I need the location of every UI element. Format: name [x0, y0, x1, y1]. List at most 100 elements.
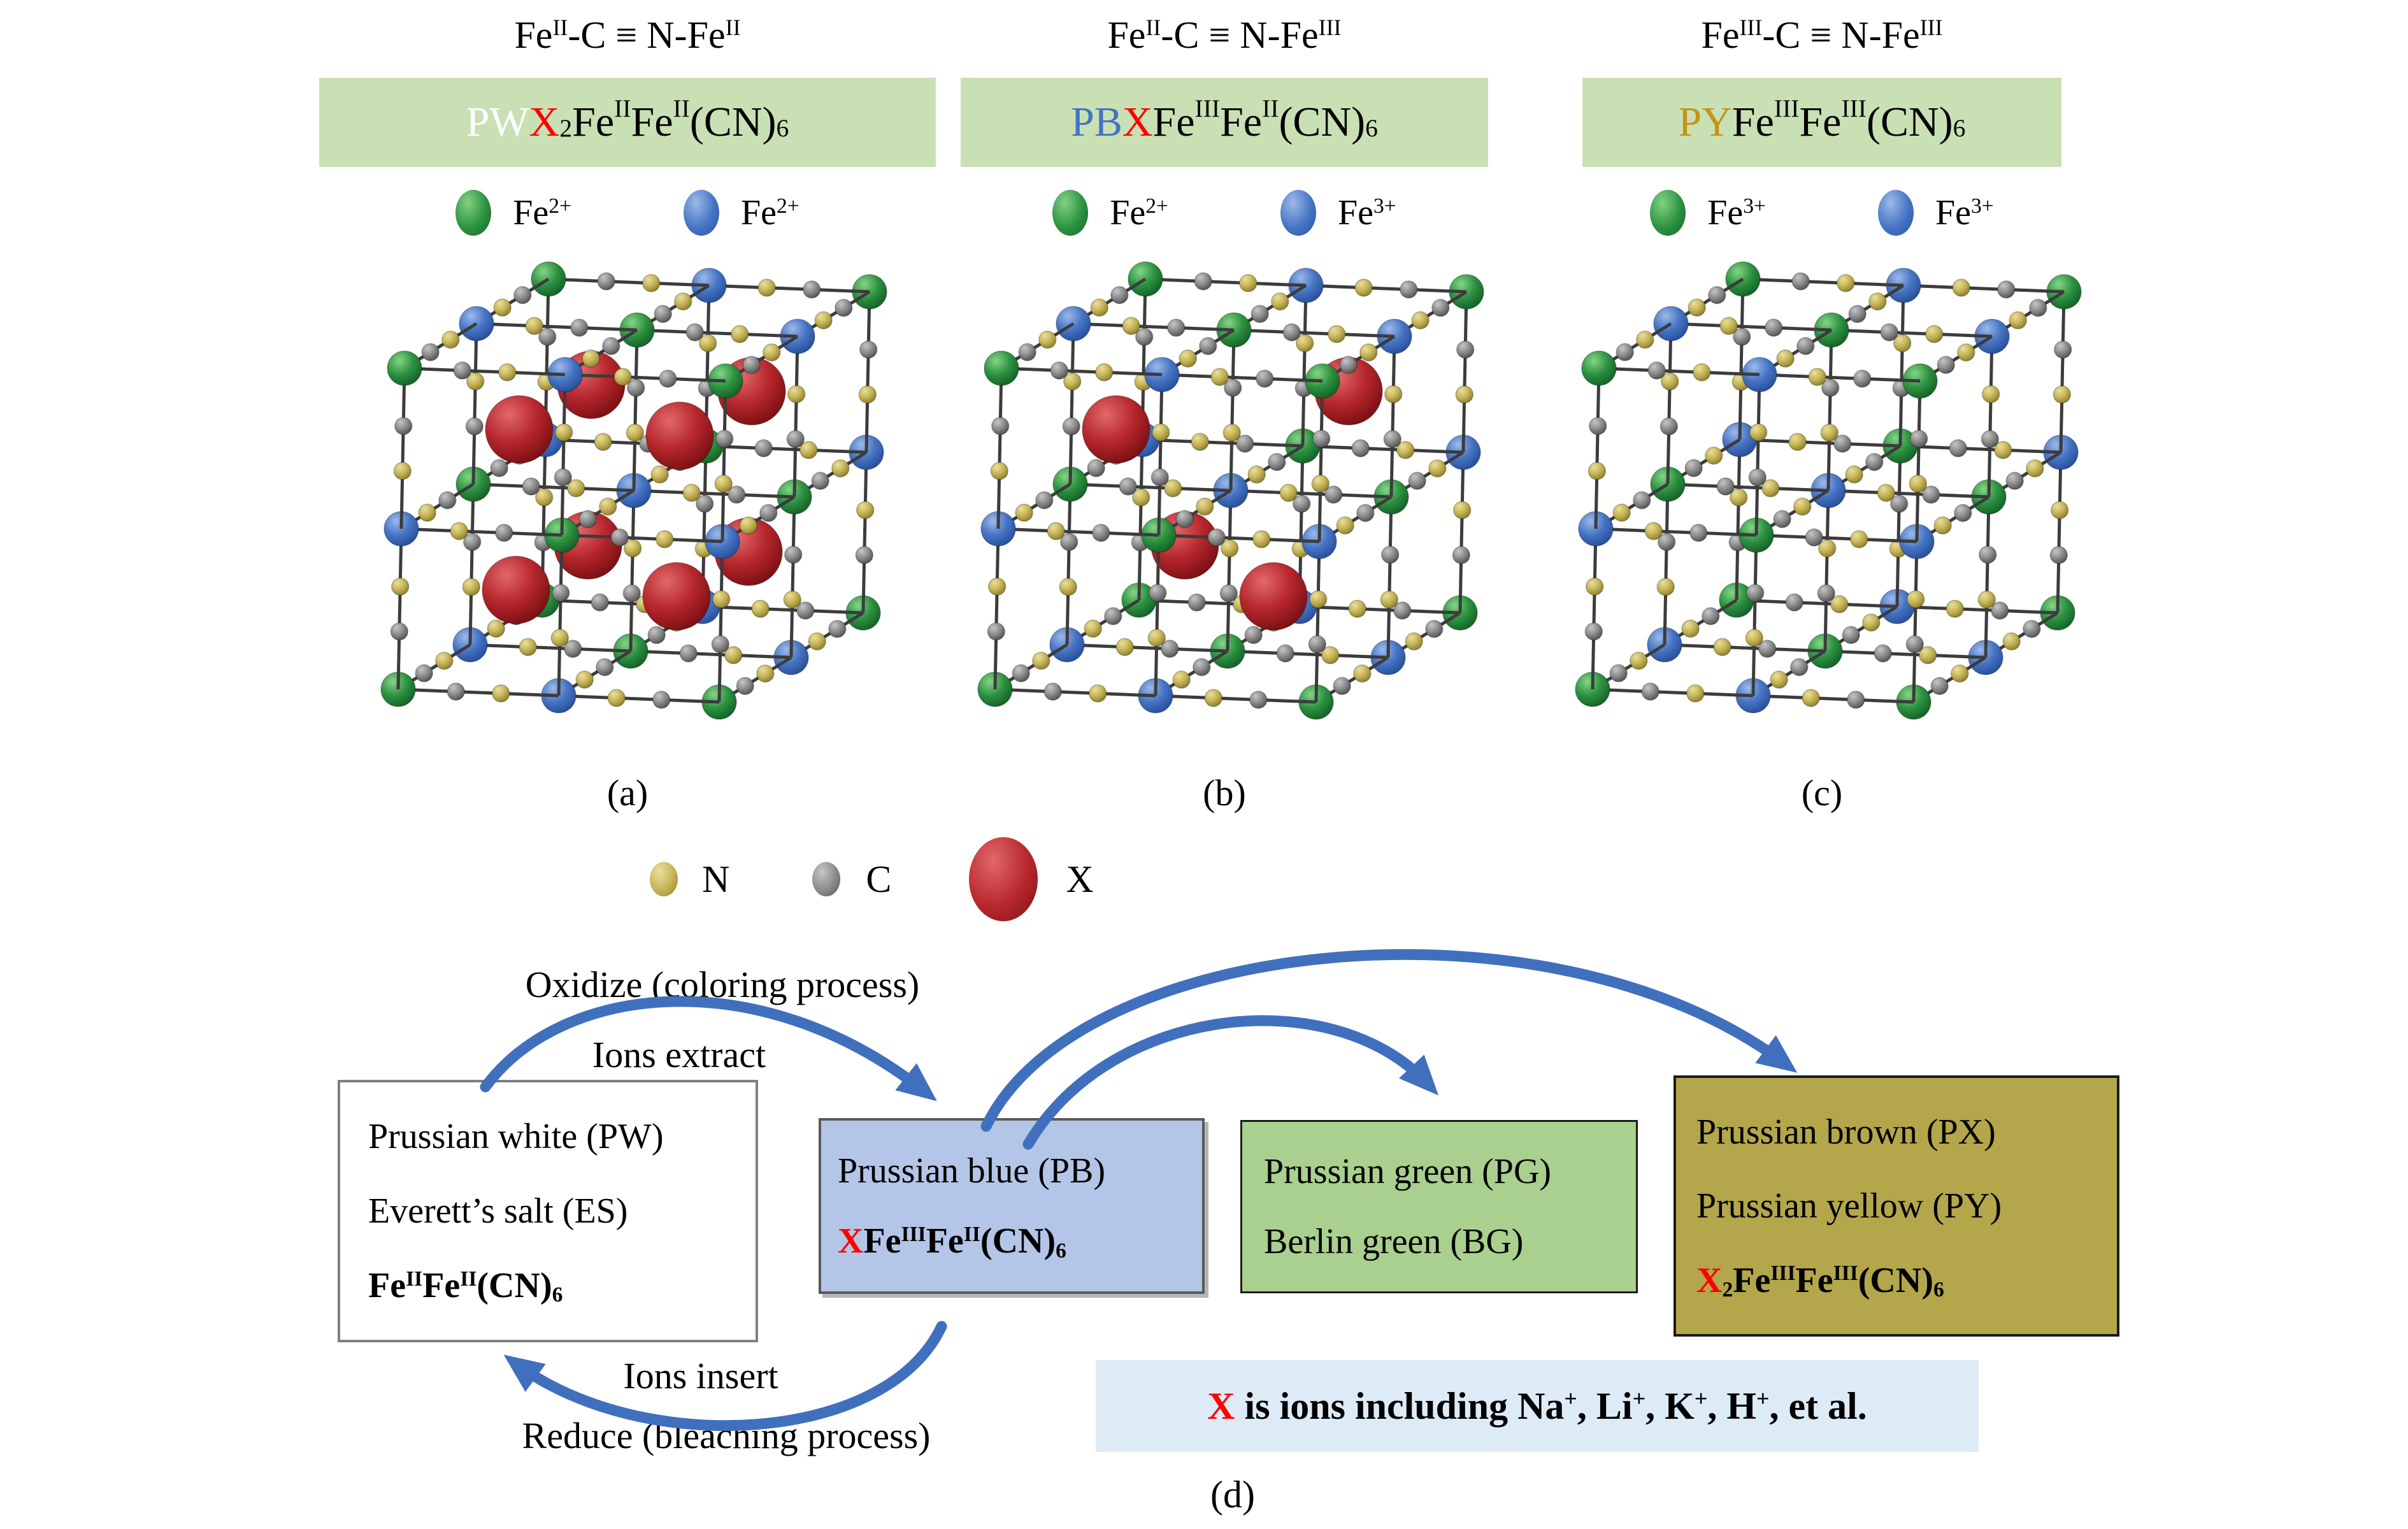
nitrogen-atom — [1090, 298, 1108, 317]
x-ion-note-box: X is ions including Na+, Li+, K+, H+, et… — [1096, 1360, 1979, 1452]
bond-line — [1301, 285, 1308, 447]
nitrogen-label: N — [702, 858, 730, 900]
carbon-atom — [522, 477, 540, 496]
carbon-atom — [2023, 619, 2041, 638]
bond-line — [404, 366, 566, 377]
carbon-atom — [1223, 378, 1242, 397]
nitrogen-atom — [856, 501, 875, 519]
nitrogen-atom — [1359, 343, 1378, 362]
nitrogen-atom — [1850, 530, 1868, 549]
nitrogen-atom — [1845, 465, 1863, 484]
carbon-atom — [1292, 494, 1311, 513]
nitrogen-atom — [1059, 578, 1078, 596]
nitrogen-atom — [1919, 646, 1937, 664]
carbon-atom — [622, 584, 641, 603]
nitrogen-atom — [554, 423, 573, 441]
nitrogen-atom — [1353, 664, 1372, 683]
nitrogen-atom — [1862, 613, 1881, 632]
bond-line — [1161, 373, 1323, 383]
fe-green-atom — [984, 350, 1019, 386]
legend-label: Fe3+ — [1935, 193, 1994, 233]
bond-line — [1591, 528, 1598, 690]
carbon-atom — [1922, 485, 1940, 504]
prussian-green-box: Prussian green (PG) Berlin green (BG) — [1240, 1120, 1638, 1293]
bond-line — [1389, 336, 1396, 498]
x-ion-sphere-icon — [969, 837, 1038, 921]
carbon-atom — [626, 378, 645, 397]
reduce-label: Reduce (bleaching process) — [522, 1415, 931, 1456]
carbon-atom — [811, 471, 829, 491]
nitrogen-atom — [1644, 522, 1663, 540]
fe-blue-sphere-icon — [684, 190, 719, 236]
carbon-atom — [1817, 584, 1836, 603]
nitrogen-atom — [1396, 441, 1415, 459]
nitrogen-atom — [1411, 311, 1430, 330]
carbon-atom — [1383, 430, 1402, 449]
bond-line — [396, 528, 403, 690]
carbon-atom — [438, 491, 457, 510]
bond-line — [1759, 373, 1921, 383]
carbon-atom — [1251, 305, 1269, 324]
nitrogen-atom — [1933, 516, 1952, 535]
bond-line — [1900, 444, 2061, 454]
carbon-atom — [1978, 545, 1997, 564]
nitrogen-atom — [1686, 684, 1705, 703]
carbon-atom — [1765, 319, 1783, 337]
bond-line — [864, 291, 871, 453]
diagram-d-caption: (d) — [1210, 1474, 1255, 1516]
carbon-atom — [1062, 417, 1081, 436]
carbon-atom — [1219, 584, 1238, 603]
nitrogen-atom — [1147, 629, 1166, 647]
nitrogen-atom — [1925, 325, 1944, 343]
panel-b-formula-band: PB X Fe III Fe II (CN) 6 — [961, 78, 1488, 167]
nitrogen-atom — [1204, 689, 1222, 707]
carbon-atom — [855, 546, 874, 564]
bond-line — [1736, 598, 1898, 608]
nitrogen-atom — [990, 462, 1009, 480]
nitrogen-atom — [1612, 503, 1631, 522]
bond-line — [2059, 291, 2066, 453]
nitrogen-atom — [1354, 278, 1373, 297]
box-line: Everett’s salt (ES) — [368, 1191, 628, 1231]
bond-line — [468, 484, 475, 645]
bond-line — [1595, 527, 1757, 537]
oxidize-label: Oxidize (coloring process) — [525, 964, 920, 1005]
carbon-atom — [1865, 452, 1884, 471]
carbon-atom — [784, 545, 803, 564]
panel-a-legend: Fe2+ Fe2+ — [303, 181, 952, 245]
prussian-white-box: Prussian white (PW) Everett’s salt (ES) Fe… — [338, 1080, 758, 1342]
carbon-atom — [659, 370, 677, 388]
carbon-atom — [1588, 417, 1607, 435]
bond-line — [1663, 484, 1670, 645]
carbon-atom — [1609, 664, 1628, 683]
bond-line — [1598, 366, 1760, 377]
nitrogen-atom — [1877, 484, 1895, 502]
x-ion-label: X — [1066, 858, 1094, 900]
nitrogen-atom — [1179, 349, 1197, 368]
carbon-atom — [1785, 593, 1803, 612]
nitrogen-atom — [567, 479, 585, 498]
bond-line — [1828, 489, 1989, 499]
bond-line — [1230, 489, 1392, 499]
bond-line — [1157, 374, 1164, 536]
box-line: Prussian yellow (PY) — [1696, 1186, 2002, 1226]
nitrogen-atom — [1279, 484, 1298, 502]
panel-c-legend: Fe3+ Fe3+ — [1497, 181, 2147, 245]
nitrogen-atom — [1220, 539, 1239, 557]
fe-green-sphere-icon — [1650, 190, 1686, 236]
carbon-atom — [551, 584, 570, 602]
bond-line — [1142, 438, 1303, 448]
carbon-atom — [1087, 459, 1105, 478]
bond-line — [1666, 323, 1673, 485]
carbon-atom — [1452, 546, 1471, 564]
carbon-atom — [1641, 682, 1659, 701]
nitrogen-atom — [1038, 330, 1057, 349]
x-ion-atom — [485, 395, 554, 464]
carbon-atom — [1282, 323, 1301, 341]
bond-line — [1987, 336, 1994, 498]
nitrogen-atom — [1770, 670, 1788, 689]
box-line: FeIIFeII(CN)6 — [368, 1266, 563, 1307]
carbon-atom — [679, 644, 698, 663]
nitrogen-atom — [712, 590, 731, 608]
bond-line — [1823, 490, 1830, 652]
